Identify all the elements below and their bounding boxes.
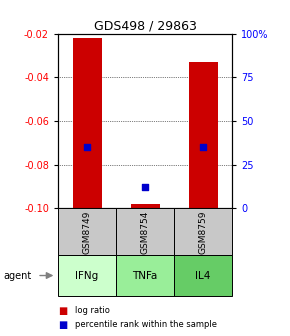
Bar xyxy=(72,38,102,208)
Bar xyxy=(58,208,116,255)
Point xyxy=(201,144,205,150)
Title: GDS498 / 29863: GDS498 / 29863 xyxy=(94,19,196,33)
Bar xyxy=(116,208,174,255)
Bar xyxy=(174,255,232,296)
Text: ■: ■ xyxy=(58,306,67,316)
Bar xyxy=(116,255,174,296)
Text: agent: agent xyxy=(3,271,31,281)
Text: GSM8754: GSM8754 xyxy=(140,210,150,254)
Text: IFNg: IFNg xyxy=(75,270,99,281)
Point xyxy=(85,144,89,150)
Point xyxy=(143,185,147,190)
Text: TNFa: TNFa xyxy=(132,270,158,281)
Bar xyxy=(174,208,232,255)
Text: IL4: IL4 xyxy=(195,270,211,281)
Bar xyxy=(130,204,160,208)
Bar xyxy=(188,62,218,208)
Text: GSM8749: GSM8749 xyxy=(82,210,92,254)
Bar xyxy=(58,255,116,296)
Text: GSM8759: GSM8759 xyxy=(198,210,208,254)
Text: log ratio: log ratio xyxy=(75,306,110,315)
Text: ■: ■ xyxy=(58,320,67,330)
Text: percentile rank within the sample: percentile rank within the sample xyxy=(75,321,218,329)
